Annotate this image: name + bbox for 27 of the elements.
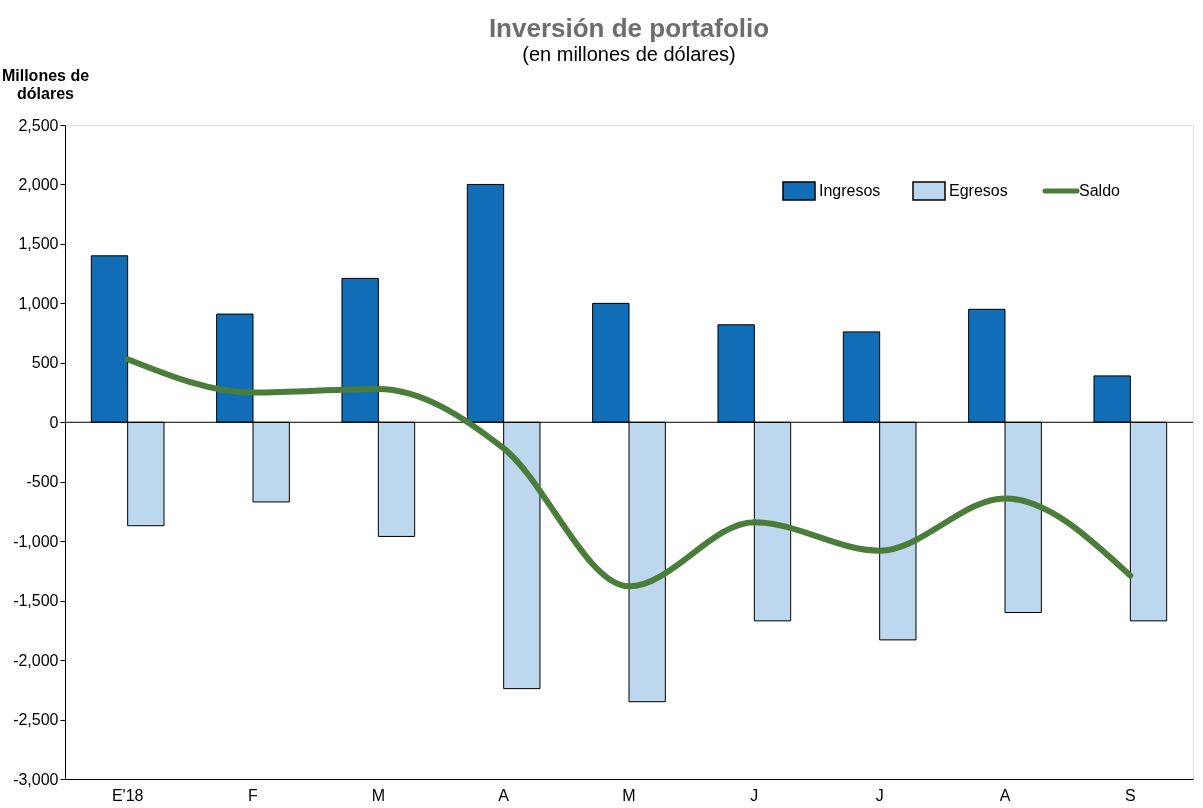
x-tick-label: A (498, 786, 510, 804)
y-tick-label: 2,000 (18, 175, 59, 193)
chart-subtitle: (en millones de dólares) (522, 43, 736, 65)
y-tick-label: 0 (49, 413, 59, 431)
y-axis-title: Millones de dólares (1, 66, 90, 102)
y-tick-label: -2,500 (13, 711, 59, 729)
y-tick-label: -2,000 (13, 651, 59, 669)
y-tick-label: -3,000 (13, 770, 59, 788)
x-tick-label: M (371, 786, 385, 804)
y-tick-label: -1,500 (13, 592, 59, 610)
x-tick-label: M (622, 786, 636, 804)
legend-label: Ingresos (819, 182, 881, 199)
y-tick-label: 2,500 (18, 116, 59, 134)
x-tick-label: J (875, 786, 884, 804)
x-tick-label: E'18 (111, 786, 144, 804)
y-tick-label: 1,500 (18, 235, 59, 253)
y-tick-label: -1,000 (13, 532, 59, 550)
y-tick-label: -500 (26, 473, 59, 491)
x-tick-label: F (248, 786, 259, 804)
y-tick-label: 500 (31, 354, 59, 372)
x-tick-label: A (999, 786, 1011, 804)
legend-label: Saldo (1079, 182, 1121, 199)
x-tick-label: S (1125, 786, 1136, 804)
legend-label: Egresos (949, 182, 1008, 199)
chart-title: Inversión de portafolio (488, 13, 770, 43)
y-tick-label: 1,000 (18, 294, 59, 312)
x-tick-label: J (750, 786, 759, 804)
